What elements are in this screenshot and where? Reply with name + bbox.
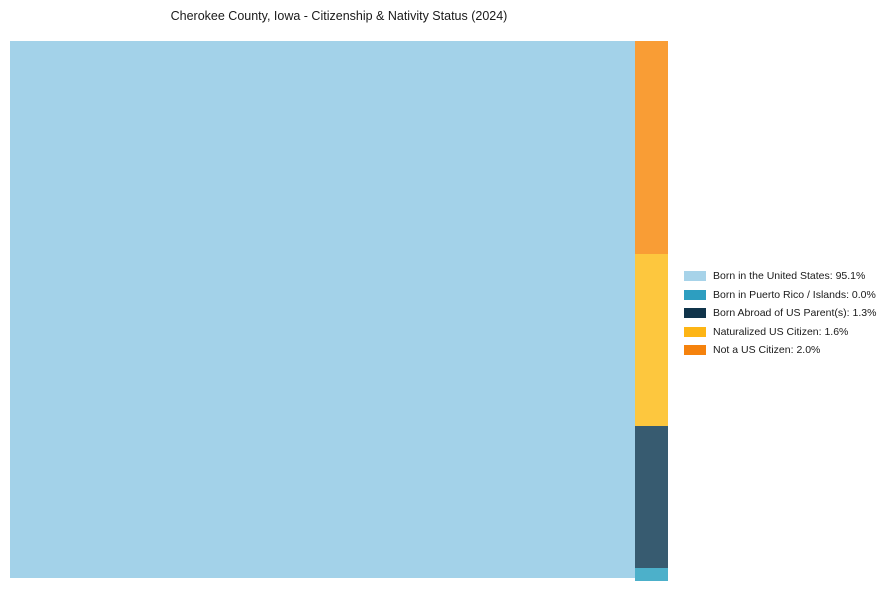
legend-label-born-abroad: Born Abroad of US Parent(s): 1.3%	[713, 307, 877, 320]
treemap-segment-born-in-us	[10, 41, 635, 578]
treemap-segment-born-abroad-of-us-parents	[635, 426, 668, 568]
legend: Born in the United States: 95.1% Born in…	[684, 267, 876, 360]
legend-swatch-not-a-citizen	[684, 345, 706, 356]
legend-label-born-in-us: Born in the United States: 95.1%	[713, 270, 866, 283]
legend-label-not-a-citizen: Not a US Citizen: 2.0%	[713, 344, 821, 357]
chart-title: Cherokee County, Iowa - Citizenship & Na…	[170, 9, 508, 23]
treemap-plot	[10, 41, 668, 586]
legend-item: Born in Puerto Rico / Islands: 0.0%	[684, 286, 876, 305]
treemap-segment-naturalized-us-citizen	[635, 254, 668, 426]
legend-item: Born Abroad of US Parent(s): 1.3%	[684, 304, 876, 323]
legend-item: Not a US Citizen: 2.0%	[684, 341, 876, 360]
legend-swatch-born-in-us	[684, 271, 706, 282]
treemap-segment-not-a-us-citizen	[635, 41, 668, 254]
legend-label-born-in-puerto-rico: Born in Puerto Rico / Islands: 0.0%	[713, 288, 876, 301]
legend-item: Born in the United States: 95.1%	[684, 267, 876, 286]
legend-label-naturalized: Naturalized US Citizen: 1.6%	[713, 325, 849, 338]
legend-swatch-born-abroad	[684, 308, 706, 319]
legend-item: Naturalized US Citizen: 1.6%	[684, 323, 876, 342]
legend-swatch-naturalized	[684, 326, 706, 337]
legend-swatch-born-in-puerto-rico	[684, 289, 706, 300]
treemap-segment-born-in-puerto-rico-islands	[635, 568, 668, 581]
